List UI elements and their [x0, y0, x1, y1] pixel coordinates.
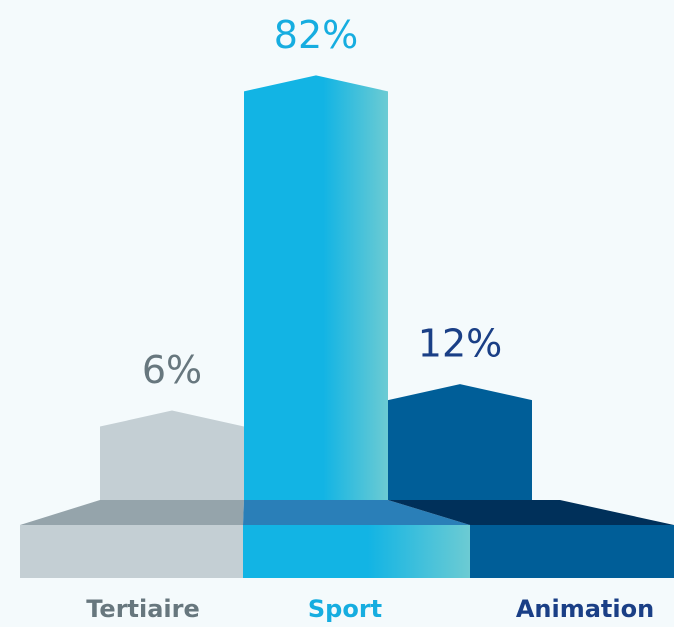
- category-label: Sport: [308, 595, 382, 623]
- platform-top: [20, 500, 244, 525]
- platform-front: [20, 525, 243, 578]
- platform-top: [243, 500, 470, 525]
- value-label: 82%: [274, 13, 358, 57]
- platform-front: [243, 525, 470, 578]
- value-label: 12%: [418, 322, 502, 366]
- category-label: Animation: [516, 595, 654, 623]
- bar: [244, 75, 388, 500]
- bar: [388, 384, 532, 500]
- category-label: Tertiaire: [86, 595, 200, 623]
- platform-top: [388, 500, 674, 525]
- platform-front: [470, 525, 674, 578]
- bar: [100, 410, 244, 500]
- value-label: 6%: [142, 348, 202, 392]
